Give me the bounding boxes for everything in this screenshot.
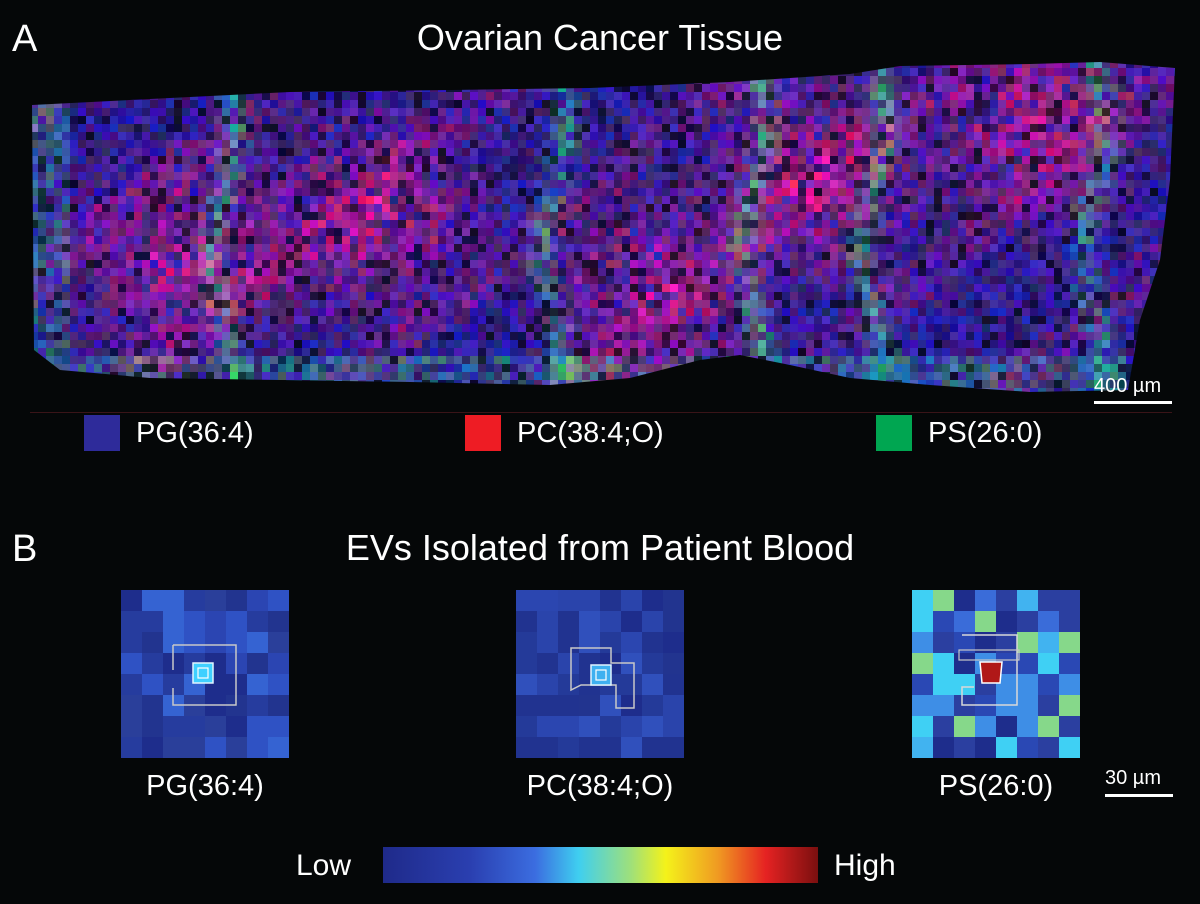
ev-label-pc: PC(38:4;O) <box>526 770 674 802</box>
colorbar <box>383 847 818 883</box>
panel-b-scalebar-line <box>1105 794 1173 797</box>
tissue-pixels <box>32 62 1175 392</box>
legend-item-ps: PS(26:0) <box>876 413 1042 453</box>
legend-divider <box>30 412 1172 413</box>
panel-a-letter: A <box>12 18 38 60</box>
ev-label-pg: PG(36:4) <box>146 770 264 802</box>
ev-map-pg <box>121 590 289 758</box>
ev-label-ps: PS(26:0) <box>938 770 1054 802</box>
panel-b-scalebar-label: 30 µm <box>1105 767 1161 789</box>
ev-map-ps <box>912 590 1080 758</box>
panel-b-letter: B <box>12 528 38 570</box>
colorbar-low-label: Low <box>296 849 352 882</box>
legend-item-pg: PG(36:4) <box>84 413 254 453</box>
panel-a-scalebar-label: 400 µm <box>1094 375 1162 397</box>
panel-a-title: Ovarian Cancer Tissue <box>416 17 784 58</box>
panel-a-scalebar-line <box>1094 401 1172 404</box>
ev-map-pc <box>516 590 684 758</box>
legend-swatch-green <box>876 415 912 451</box>
legend-item-pc: PC(38:4;O) <box>465 413 664 453</box>
colorbar-high-label: High <box>834 849 896 882</box>
legend-label-pg: PG(36:4) <box>136 416 254 449</box>
legend-label-pc: PC(38:4;O) <box>517 416 664 449</box>
tissue-ion-image <box>32 62 1175 392</box>
legend-swatch-red <box>465 415 501 451</box>
legend-label-ps: PS(26:0) <box>928 416 1043 449</box>
panel-b-title: EVs Isolated from Patient Blood <box>345 527 855 568</box>
panel-a-scalebar: 400 µm <box>1094 376 1172 404</box>
panel-b-scalebar: 30 µm <box>1105 768 1173 797</box>
legend-swatch-blue <box>84 415 120 451</box>
